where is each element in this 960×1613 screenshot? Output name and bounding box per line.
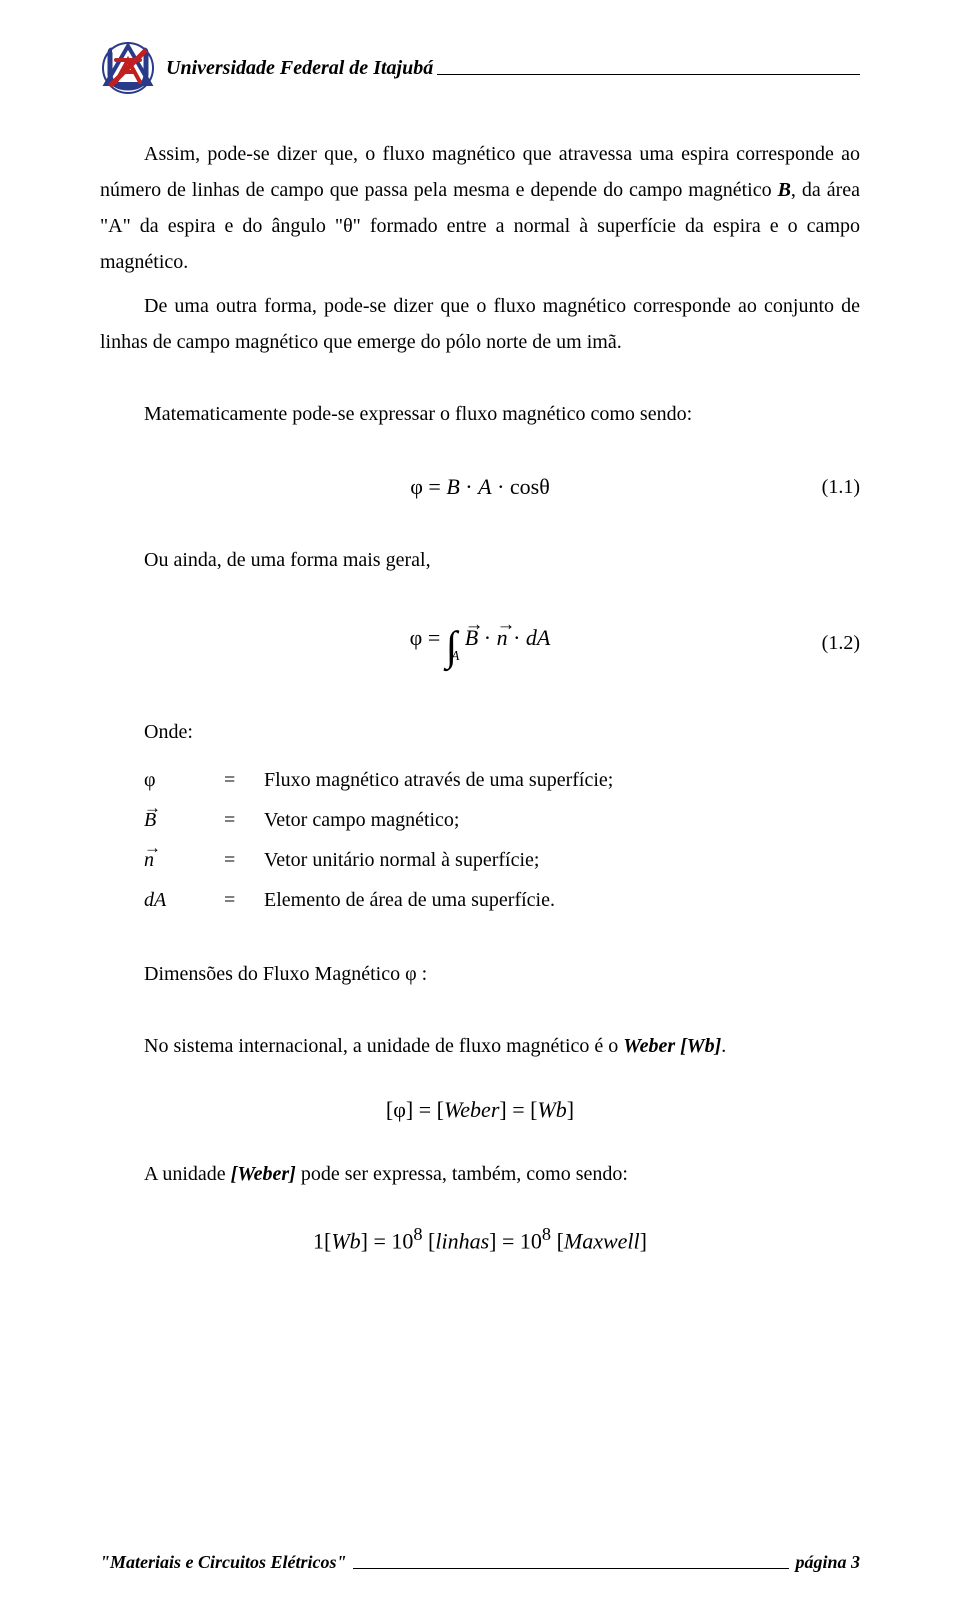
footer-rule [353, 1568, 790, 1569]
where-row: B→= Vetor campo magnético; [144, 800, 860, 840]
where-label: Onde: [100, 714, 860, 750]
equation-1-number: (1.1) [822, 469, 860, 505]
page-footer: "Materiais e Circuitos Elétricos" página… [100, 1552, 860, 1573]
dimension-equation: [φ] = [Weber] = [Wb] [100, 1090, 860, 1130]
weber-unit-text: A unidade [Weber] pode ser expressa, tam… [100, 1156, 860, 1192]
maxwell-equation: 1[Wb] = 108 [linhas] = 108 [Maxwell] [100, 1218, 860, 1261]
footer-page-number: página 3 [795, 1552, 860, 1573]
paragraph-4: Ou ainda, de uma forma mais geral, [100, 542, 860, 578]
footer-title: "Materiais e Circuitos Elétricos" [100, 1552, 347, 1573]
where-list: φ= Fluxo magnético através de uma superf… [100, 760, 860, 920]
equation-1: φ = B · A · cosθ (1.1) [100, 462, 860, 512]
equation-2-number: (1.2) [822, 625, 860, 661]
document-body: Assim, pode-se dizer que, o fluxo magnét… [100, 136, 860, 1261]
paragraph-3: Matematicamente pode-se expressar o flux… [100, 396, 860, 432]
dimensions-label: Dimensões do Fluxo Magnético φ : [100, 956, 860, 992]
page-header: Universidade Federal de Itajubá [100, 40, 860, 96]
paragraph-1: Assim, pode-se dizer que, o fluxo magnét… [100, 136, 860, 280]
si-unit-text: No sistema internacional, a unidade de f… [100, 1028, 860, 1064]
equation-2: φ = ∫A B→ · n→ · dA (1.2) [100, 608, 860, 678]
header-rule [437, 61, 860, 75]
paragraph-2: De uma outra forma, pode-se dizer que o … [100, 288, 860, 360]
where-row: φ= Fluxo magnético através de uma superf… [144, 760, 860, 800]
university-name: Universidade Federal de Itajubá [166, 57, 433, 80]
university-logo-icon [100, 40, 156, 96]
where-row: dA= Elemento de área de uma superfície. [144, 880, 860, 920]
where-row: n→= Vetor unitário normal à superfície; [144, 840, 860, 880]
